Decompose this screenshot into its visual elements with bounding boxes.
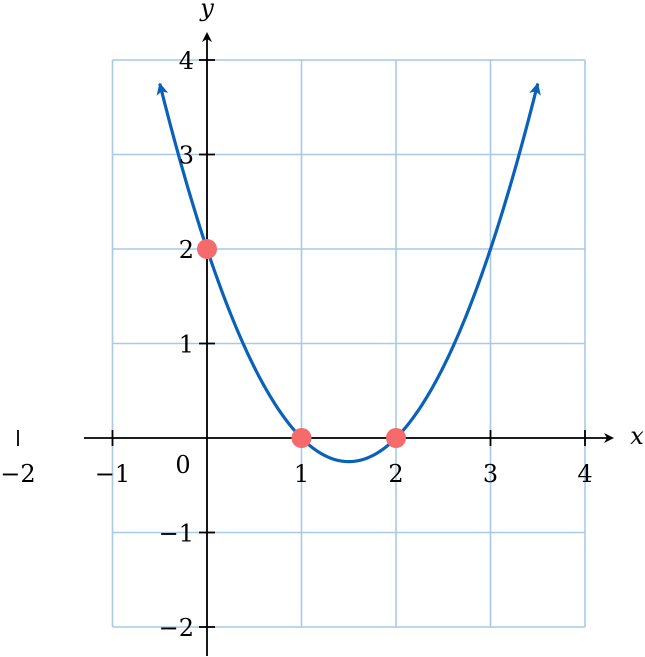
parabola-curve — [156, 82, 541, 464]
points — [197, 239, 406, 448]
y-axis-label: y — [199, 0, 214, 22]
axes — [84, 32, 614, 656]
curve-layer — [156, 82, 541, 464]
x-tick-label: 3 — [483, 460, 498, 488]
highlighted-point — [197, 239, 217, 259]
highlighted-point — [386, 428, 406, 448]
x-tick-label: 1 — [294, 460, 309, 488]
x-tick-label: −1 — [95, 460, 130, 488]
y-tick-label: −1 — [159, 520, 194, 548]
labels: −2 −1 0 1 2 3 4 −2 −1 1 2 3 4 x y — [0, 0, 644, 642]
highlighted-point — [291, 428, 312, 448]
x-tick-label: −2 — [0, 460, 35, 488]
grid — [111, 59, 586, 628]
x-tick-label: 2 — [388, 460, 403, 488]
y-tick-label: 4 — [179, 47, 194, 75]
x-tick-label: 0 — [175, 451, 190, 479]
y-tick-label: 2 — [179, 236, 194, 264]
x-axis-label: x — [630, 422, 644, 450]
y-tick-label: 1 — [179, 331, 194, 359]
x-tick-label: 4 — [577, 460, 592, 488]
y-tick-label: 3 — [179, 142, 194, 170]
y-tick-label: −2 — [159, 614, 194, 642]
